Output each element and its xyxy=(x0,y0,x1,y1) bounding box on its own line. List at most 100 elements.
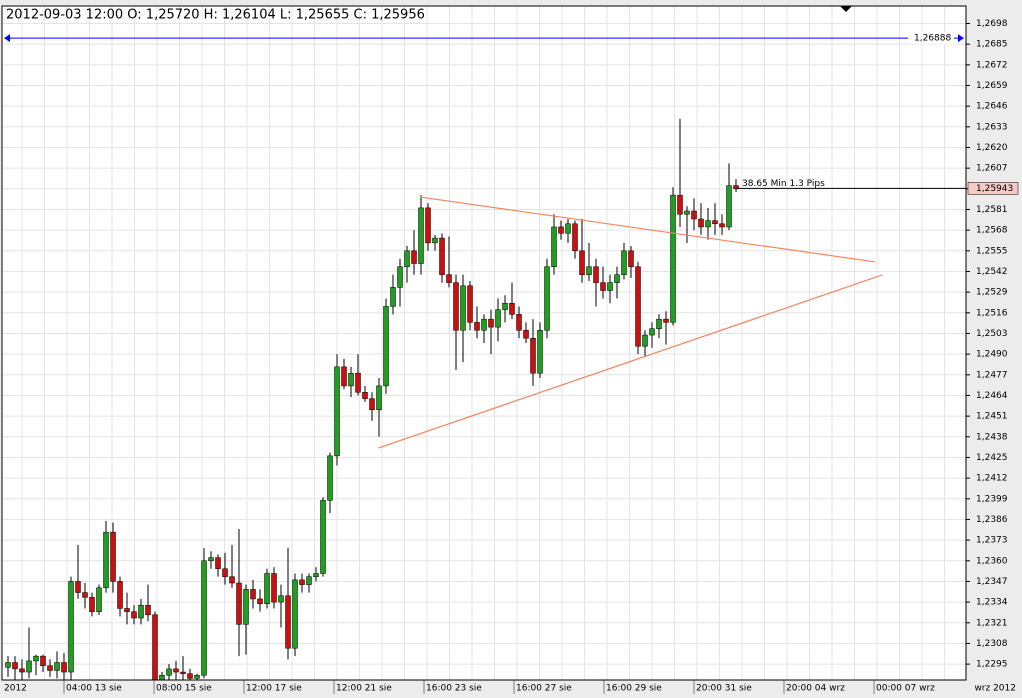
candle-body xyxy=(481,318,487,331)
candle-body xyxy=(313,573,319,577)
candle-body xyxy=(369,398,375,411)
candle-body xyxy=(558,226,564,234)
candle-body xyxy=(397,266,403,288)
candle-body xyxy=(166,668,172,676)
candle-body xyxy=(467,285,473,323)
candle-body xyxy=(348,372,354,387)
candle-body xyxy=(89,597,95,612)
y-tick-label: 1,2685 xyxy=(976,40,1008,50)
y-tick-label: 1,2581 xyxy=(976,205,1008,215)
candle-body xyxy=(180,671,186,674)
candle-body xyxy=(572,223,578,252)
y-tick-label: 1,2477 xyxy=(976,370,1008,380)
candle-body xyxy=(285,595,291,649)
candle-body xyxy=(579,250,585,275)
y-tick-label: 1,2321 xyxy=(976,618,1008,628)
candle-body xyxy=(12,662,18,670)
y-tick-label: 1,2295 xyxy=(976,660,1008,670)
candle-body xyxy=(5,662,11,668)
candle-body xyxy=(47,665,53,671)
y-tick-label: 1,2620 xyxy=(976,143,1008,153)
grid xyxy=(2,6,966,680)
price-line-label-bg xyxy=(967,182,1019,195)
candle-body xyxy=(600,282,606,291)
marker-triangle xyxy=(840,6,852,12)
candle-body xyxy=(516,314,522,331)
plot-layer xyxy=(5,118,883,680)
candle-body xyxy=(40,655,46,666)
candle-body xyxy=(628,250,634,267)
candle-body xyxy=(250,589,256,600)
plot-border xyxy=(1,5,967,681)
candle-body xyxy=(663,318,669,323)
candle-body xyxy=(75,581,81,593)
candle-body xyxy=(145,605,151,616)
candle-body xyxy=(635,266,641,347)
candle-body xyxy=(68,581,74,673)
y-tick-label: 1,2464 xyxy=(976,391,1008,401)
candle-body xyxy=(229,576,235,584)
y-tick-label: 1,2633 xyxy=(976,122,1008,132)
candle-body xyxy=(299,579,305,585)
y-tick-label: 1,2490 xyxy=(976,350,1008,360)
candle-body xyxy=(593,266,599,283)
y-tick-label: 1,2516 xyxy=(976,308,1008,318)
y-tick-label: 1,2698 xyxy=(976,19,1008,29)
candle-body xyxy=(383,306,389,387)
candle-body xyxy=(138,605,144,619)
x-tick-label: 08:00 15 sie xyxy=(156,684,212,694)
y-tick-label: 1,2607 xyxy=(976,164,1008,174)
candle-body xyxy=(103,531,109,589)
candle-body xyxy=(446,274,452,283)
y-tick-label: 1,2360 xyxy=(976,556,1008,566)
chart-title: 2012-09-03 12:00 O: 1,25720 H: 1,26104 L… xyxy=(6,8,425,23)
candle-body xyxy=(187,673,193,679)
y-tick-label: 1,2334 xyxy=(976,598,1008,608)
y-tick-label: 1,2438 xyxy=(976,432,1008,442)
candle-body xyxy=(656,318,662,329)
candle-body xyxy=(54,662,60,671)
candle-body xyxy=(264,573,270,604)
candle-body xyxy=(411,250,417,264)
candle-body xyxy=(117,581,123,609)
candle-body xyxy=(327,455,333,501)
y-tick-label: 1,2386 xyxy=(976,515,1008,525)
y-tick-label: 1,2542 xyxy=(976,267,1008,277)
candle-body xyxy=(215,557,221,569)
candle-body xyxy=(376,385,382,411)
y-tick-label: 1,2555 xyxy=(976,246,1008,256)
candle-body xyxy=(243,589,249,625)
candle-body xyxy=(488,318,494,328)
candle-body xyxy=(257,598,263,604)
candle-body xyxy=(96,587,102,612)
candle-body xyxy=(33,655,39,662)
y-tick-label: 1,2308 xyxy=(976,639,1008,649)
x-tick-label: 04:00 13 sie xyxy=(66,684,122,694)
y-tick-label: 1,2412 xyxy=(976,474,1008,484)
trendline xyxy=(378,274,883,449)
candle-body xyxy=(425,207,431,244)
y-tick-label: 1,2373 xyxy=(976,536,1008,546)
candle-body xyxy=(621,250,627,275)
candle-body xyxy=(208,557,214,562)
candle-body xyxy=(194,674,200,679)
candle-body xyxy=(684,210,690,215)
y-tick-label: 1,2451 xyxy=(976,412,1008,422)
candle-body xyxy=(523,330,529,339)
candle-body xyxy=(362,392,368,399)
candle-body xyxy=(201,560,207,676)
candle-body xyxy=(222,568,228,577)
overlay: 1,2295 1,2308 1,2321 1,2334 1,2347 1,2360 1,23… xyxy=(4,19,1019,694)
x-tick-label: 16:00 29 sie xyxy=(606,684,662,694)
x-tick-label: 16:00 23 sie xyxy=(426,684,482,694)
candle-body xyxy=(439,237,445,275)
candle-body xyxy=(642,334,648,347)
candle-body xyxy=(390,287,396,307)
y-tick-label: 1,2568 xyxy=(976,226,1008,236)
candle-body xyxy=(670,194,676,323)
candle-body xyxy=(278,595,284,603)
candle-body xyxy=(152,614,158,680)
candle-body xyxy=(495,309,501,328)
x-tick-label: 00:00 07 wrz xyxy=(876,684,935,694)
